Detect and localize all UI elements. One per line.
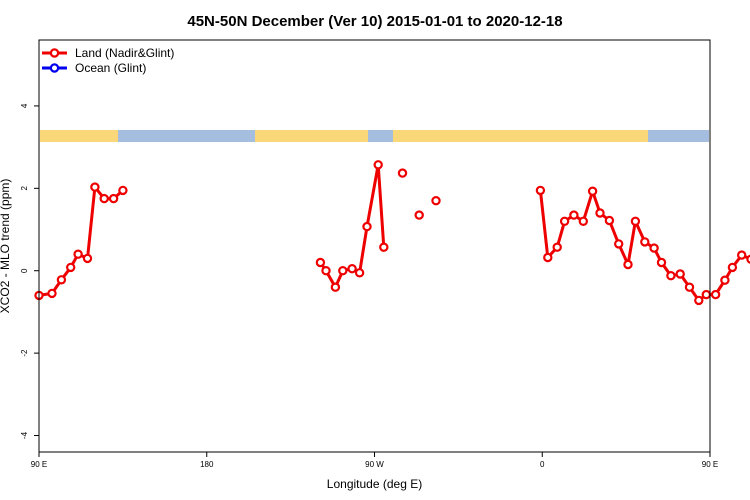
data-point	[595, 208, 605, 218]
data-point	[578, 216, 589, 226]
x-tick-label: 180	[200, 460, 214, 469]
data-point	[118, 185, 128, 196]
data-point	[543, 252, 553, 263]
data-point	[701, 289, 712, 300]
data-point	[414, 210, 424, 220]
data-point	[108, 193, 119, 204]
data-point	[623, 259, 633, 270]
data-point	[746, 254, 750, 264]
data-point	[354, 268, 365, 278]
x-axis: 90 E 180 90 W 0 90 E	[31, 452, 718, 469]
data-point	[604, 215, 615, 226]
x-axis-label: Longitude (deg E)	[327, 477, 422, 491]
longitude-map-band	[40, 130, 709, 142]
y-tick-label: 4	[20, 103, 29, 108]
data-layer	[34, 160, 750, 306]
y-tick-label: -4	[20, 431, 29, 439]
legend-marker	[49, 48, 60, 58]
data-point	[614, 239, 624, 249]
data-point	[99, 193, 109, 204]
x-tick-label: 90 W	[365, 460, 384, 469]
legend-marker	[49, 63, 60, 73]
data-point	[73, 249, 83, 259]
y-axis-label: XCO2 - MLO trend (ppm)	[0, 179, 12, 314]
y-axis: -4 -2 0 2 4	[20, 103, 39, 439]
data-point	[90, 182, 100, 192]
x-tick-label: 0	[540, 460, 545, 469]
data-point	[82, 253, 93, 264]
data-point	[362, 221, 372, 232]
data-point	[720, 275, 730, 285]
series-line	[38, 185, 124, 297]
data-point	[315, 257, 326, 268]
data-point	[338, 266, 348, 276]
data-point	[431, 195, 441, 206]
data-point	[379, 242, 389, 252]
data-point	[559, 216, 570, 226]
data-point	[56, 275, 67, 285]
y-tick-label: 0	[20, 268, 29, 273]
data-point	[656, 257, 667, 268]
data-point	[373, 160, 383, 170]
x-tick-label: 90 E	[31, 460, 47, 469]
y-tick-label: 2	[20, 186, 29, 191]
map-band-land	[393, 130, 648, 142]
data-point	[727, 262, 738, 273]
data-point	[321, 266, 331, 276]
legend-label: Land (Nadir&Glint)	[75, 46, 174, 60]
data-point	[347, 264, 357, 274]
data-point	[535, 185, 546, 196]
data-point	[587, 186, 598, 196]
data-point	[675, 269, 685, 279]
data-point	[569, 210, 579, 220]
data-point	[65, 262, 76, 273]
map-band-land	[40, 130, 118, 142]
legend-label: Ocean (Glint)	[75, 61, 146, 75]
data-point	[47, 288, 57, 299]
plot-frame	[38, 39, 711, 453]
data-point	[710, 289, 721, 300]
chart-title: 45N-50N December (Ver 10) 2015-01-01 to …	[187, 13, 562, 30]
data-point	[694, 295, 704, 306]
data-point	[397, 168, 408, 178]
data-point	[552, 242, 562, 252]
data-point	[630, 216, 641, 226]
map-band-land	[255, 130, 368, 142]
data-point	[330, 282, 341, 292]
legend: Land (Nadir&Glint)Ocean (Glint)	[42, 46, 174, 75]
data-point	[684, 282, 695, 292]
data-point	[649, 243, 659, 253]
data-point	[666, 271, 676, 281]
data-point	[737, 250, 747, 260]
data-point	[640, 237, 650, 247]
x-tick-label: 90 E	[702, 460, 718, 469]
y-tick-label: -2	[20, 349, 29, 357]
